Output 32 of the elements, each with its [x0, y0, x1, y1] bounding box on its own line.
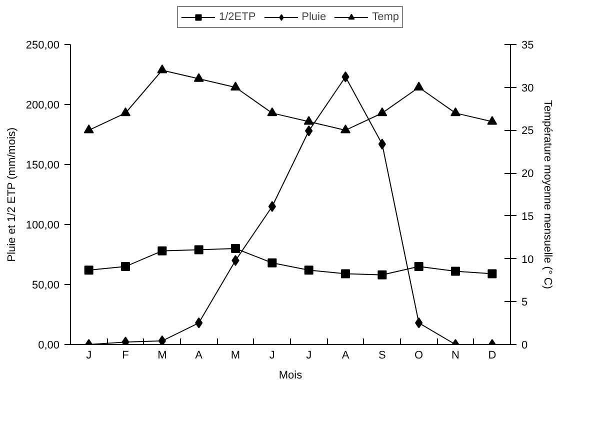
x-tick-label: J: [86, 350, 92, 362]
y-tick-label: 50,00: [32, 280, 60, 292]
x-tick-label: F: [122, 350, 130, 362]
x-tick-label: M: [158, 350, 167, 362]
legend-label: 1/2ETP: [218, 10, 256, 24]
y-axis-title: Pluie et 1/2 ETP (mm/mois): [6, 127, 18, 262]
y2-tick-label: 20: [522, 168, 534, 180]
y2-tick-label: 5: [522, 296, 528, 309]
x-tick-label: S: [378, 350, 386, 362]
y2-tick-label: 30: [522, 82, 534, 94]
y2-tick-label: 15: [522, 210, 534, 223]
x-tick-label: A: [342, 350, 350, 362]
legend-label: Pluie: [302, 10, 326, 24]
y2-tick-label: 35: [522, 40, 534, 52]
x-tick-label: O: [414, 350, 424, 362]
y-tick-label: 100,00: [26, 220, 60, 232]
y-tick-label: 150,00: [26, 160, 60, 172]
x-tick-label: J: [269, 350, 275, 362]
y2-tick-label: 10: [522, 254, 534, 266]
y-tick-label: 250,00: [26, 40, 60, 52]
x-tick-label: D: [488, 350, 496, 362]
y-tick-label: 200,00: [26, 100, 60, 112]
y2-tick-label: 0: [522, 340, 528, 352]
x-tick-label: J: [306, 350, 312, 362]
x-tick-label: A: [195, 350, 204, 362]
x-axis-title: Mois: [278, 370, 303, 382]
y-tick-label: 0,00: [38, 340, 60, 352]
legend-label: Temp: [372, 10, 400, 24]
x-tick-label: N: [452, 350, 460, 362]
y2-axis-title: Température moyenne mensuelle (° C): [542, 100, 554, 290]
x-tick-label: M: [230, 350, 240, 362]
y2-tick-label: 25: [522, 125, 534, 138]
